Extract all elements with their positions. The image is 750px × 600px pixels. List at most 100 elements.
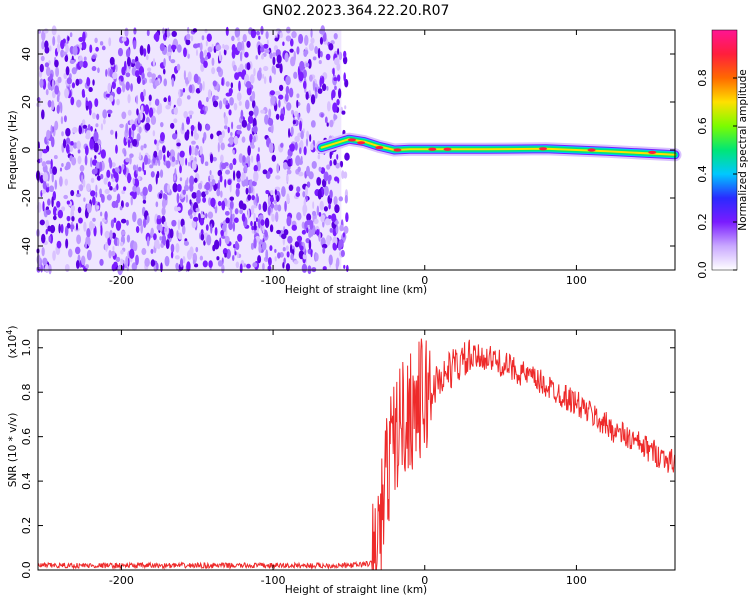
noise-speck	[146, 215, 150, 224]
noise-speck	[310, 94, 316, 105]
y-tick-label: -20	[20, 189, 33, 207]
noise-speck	[331, 89, 336, 99]
noise-speck	[125, 81, 131, 91]
noise-speck	[217, 260, 223, 267]
noise-speck	[286, 169, 292, 175]
noise-speck	[321, 75, 325, 85]
noise-speck	[333, 114, 338, 120]
noise-speck	[234, 27, 241, 38]
noise-speck	[41, 247, 45, 257]
noise-speck	[272, 52, 276, 58]
noise-speck	[264, 217, 270, 229]
noise-speck	[62, 138, 67, 149]
noise-speck	[146, 71, 153, 78]
noise-speck	[165, 160, 171, 169]
noise-speck	[177, 219, 181, 231]
noise-speck	[246, 40, 251, 48]
noise-speck	[199, 255, 204, 261]
noise-speck	[257, 217, 261, 229]
noise-speck	[244, 51, 249, 58]
noise-speck	[290, 253, 294, 261]
noise-speck	[66, 222, 71, 229]
noise-speck	[263, 76, 267, 85]
noise-speck	[207, 211, 214, 219]
noise-speck	[179, 164, 182, 174]
noise-speck	[257, 255, 262, 264]
noise-speck	[306, 130, 310, 139]
noise-speck	[325, 53, 331, 61]
noise-speck	[231, 35, 235, 42]
noise-speck	[92, 112, 96, 120]
noise-speck	[187, 209, 193, 217]
noise-speck	[36, 254, 41, 265]
noise-speck	[109, 229, 113, 241]
noise-speck	[229, 196, 235, 201]
noise-speck	[167, 183, 171, 193]
noise-speck	[312, 56, 317, 61]
noise-speck	[95, 184, 98, 193]
noise-speck	[90, 190, 96, 197]
noise-speck	[126, 56, 131, 67]
noise-speck	[342, 129, 346, 135]
noise-speck	[164, 255, 170, 267]
noise-speck	[127, 172, 132, 184]
noise-speck	[159, 43, 165, 52]
noise-speck	[182, 189, 186, 195]
noise-speck	[191, 191, 197, 199]
noise-speck	[187, 161, 191, 167]
noise-speck	[296, 235, 303, 242]
noise-speck	[188, 110, 194, 116]
noise-speck	[193, 177, 198, 183]
noise-speck	[329, 150, 332, 160]
noise-speck	[269, 196, 275, 203]
noise-speck	[79, 184, 84, 192]
noise-speck	[100, 225, 103, 236]
noise-speck	[60, 102, 63, 114]
noise-speck	[219, 174, 223, 183]
noise-speck	[132, 177, 135, 185]
noise-speck	[215, 44, 222, 51]
noise-speck	[47, 198, 51, 206]
noise-speck	[229, 200, 234, 209]
noise-speck	[238, 200, 244, 210]
noise-speck	[163, 57, 166, 67]
noise-speck	[130, 195, 133, 206]
noise-speck	[136, 164, 139, 175]
noise-speck	[288, 87, 294, 98]
noise-speck	[285, 35, 292, 42]
noise-speck	[44, 263, 49, 274]
noise-speck	[180, 218, 185, 228]
noise-speck	[132, 138, 138, 147]
noise-speck	[251, 225, 254, 231]
noise-speck	[295, 192, 301, 198]
noise-speck	[50, 158, 53, 170]
noise-speck	[298, 71, 304, 82]
noise-speck	[191, 160, 197, 171]
noise-speck	[41, 161, 47, 168]
noise-speck	[299, 245, 304, 251]
noise-speck	[199, 42, 203, 52]
noise-speck	[256, 226, 259, 234]
noise-speck	[121, 164, 125, 170]
noise-speck	[205, 96, 209, 103]
noise-speck	[280, 143, 284, 148]
noise-speck	[343, 50, 347, 59]
noise-speck	[329, 189, 333, 199]
noise-speck	[274, 90, 281, 96]
noise-speck	[264, 114, 269, 125]
noise-speck	[182, 256, 186, 264]
noise-speck	[37, 147, 43, 159]
noise-speck	[286, 193, 290, 205]
noise-speck	[70, 144, 74, 153]
noise-speck	[148, 107, 154, 118]
noise-speck	[316, 205, 320, 216]
noise-speck	[121, 111, 127, 120]
noise-speck	[39, 157, 43, 163]
noise-speck	[134, 70, 140, 78]
noise-speck	[253, 171, 259, 182]
noise-speck	[163, 192, 166, 198]
noise-speck	[211, 43, 214, 51]
noise-speck	[271, 65, 276, 74]
noise-speck	[54, 85, 59, 95]
noise-speck	[317, 154, 321, 160]
